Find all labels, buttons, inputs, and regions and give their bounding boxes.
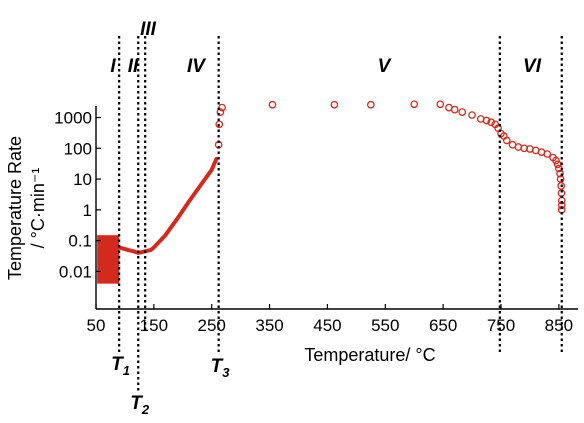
region-label-i: I [110, 56, 116, 77]
x-tick-label: 550 [371, 316, 399, 335]
y-tick-label: 1000 [54, 109, 92, 128]
y-axis-title-units: / °C·min⁻¹ [28, 168, 48, 249]
x-tick-label: 450 [313, 316, 341, 335]
x-tick-label: 50 [87, 316, 106, 335]
noisy-data-band [97, 235, 120, 284]
axes-layer: 50 150 250 350 450 550 650 750 850 0.01 0.1 1 10 100 1… [5, 106, 578, 365]
x-tick-label: 150 [140, 316, 168, 335]
data-point [502, 136, 511, 145]
data-point [268, 100, 277, 109]
data-point [216, 108, 225, 116]
dense-data-trace [117, 157, 219, 255]
data-point [450, 105, 459, 114]
data-point [410, 100, 419, 109]
boundary-temperature-label: T2 [130, 393, 150, 417]
data-point [553, 160, 562, 169]
data-point [215, 120, 224, 129]
boundary-temperature-label: T1 [111, 354, 130, 378]
region-label-iii: III [140, 19, 157, 40]
region-label-v: V [378, 56, 392, 77]
y-tick-label: 1 [83, 201, 92, 220]
data-point [543, 150, 552, 158]
data-point [366, 100, 375, 109]
region-label-iv: IV [187, 56, 206, 77]
data-layer [97, 100, 566, 284]
region-label-ii: II [128, 56, 139, 77]
x-tick-label: 650 [429, 316, 457, 335]
data-point [487, 118, 496, 127]
x-tick-label: 350 [255, 316, 283, 335]
data-point [330, 100, 339, 109]
x-tick-label: 250 [198, 316, 226, 335]
y-tick-label: 0.01 [59, 262, 92, 281]
y-tick-label: 10 [73, 170, 92, 189]
data-point [436, 100, 445, 109]
y-tick-label: 0.1 [68, 232, 92, 251]
region-label-vi: VI [523, 56, 542, 77]
data-point [557, 182, 566, 190]
data-point [458, 108, 467, 116]
data-point [482, 116, 491, 125]
y-axis-title: Temperature Rate [5, 136, 25, 280]
x-axis-title: Temperature/ °C [304, 345, 435, 365]
data-point [552, 156, 560, 165]
x-tick-label: 850 [545, 316, 573, 335]
boundary-temperature-label: T3 [211, 356, 231, 380]
dividers-layer [118, 36, 563, 392]
x-tick-label: 750 [487, 316, 515, 335]
data-point [468, 111, 476, 119]
y-tick-label: 100 [64, 139, 92, 158]
data-point [556, 169, 564, 178]
